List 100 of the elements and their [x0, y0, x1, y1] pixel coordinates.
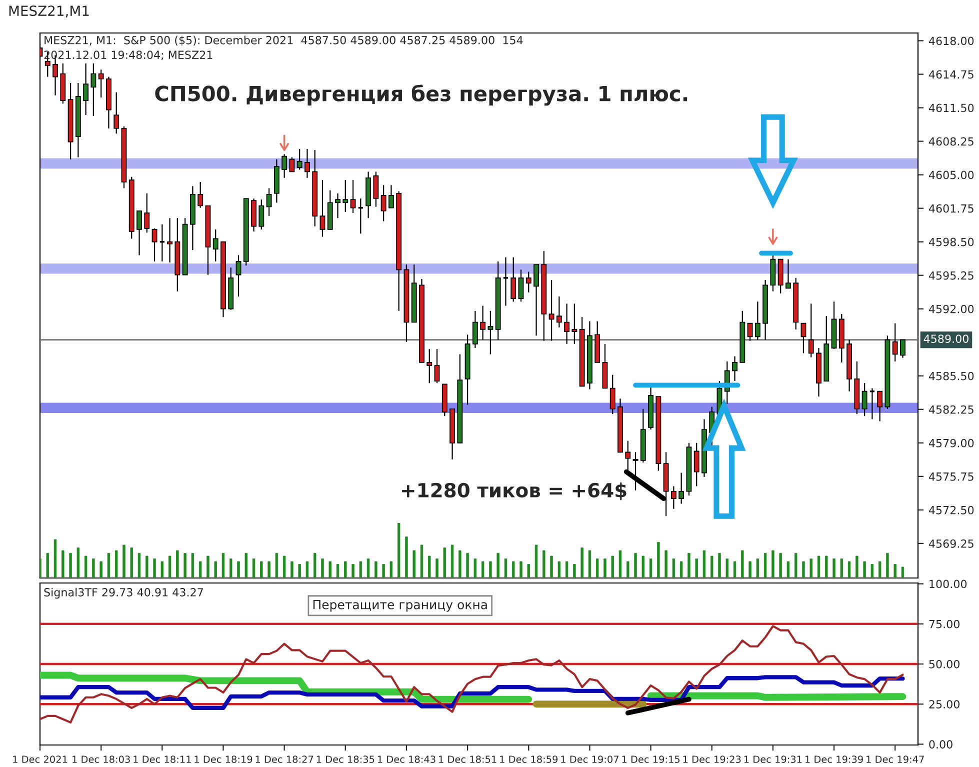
bar — [244, 553, 248, 578]
bar — [321, 558, 324, 578]
bar — [856, 556, 858, 578]
bar — [481, 561, 484, 578]
bar — [764, 553, 767, 578]
bar — [198, 561, 202, 578]
candlestick — [83, 62, 89, 116]
x-tick-label: 1 Dec 18:43 — [378, 756, 436, 763]
bar — [878, 561, 882, 578]
x-tick-label: 1 Dec 19:15 — [622, 756, 680, 763]
bar — [153, 558, 156, 578]
bar — [848, 561, 851, 578]
bar — [794, 553, 798, 578]
y-tick-label: 0.00 — [929, 740, 952, 749]
x-tick-label: 1 Dec 19:39 — [805, 756, 863, 763]
x-tick-label: 1 Dec 18:35 — [316, 756, 374, 763]
bar — [352, 564, 354, 578]
bar — [138, 553, 141, 578]
candlestick — [152, 228, 158, 262]
bar — [565, 561, 568, 578]
bar — [786, 561, 790, 578]
bar — [534, 544, 538, 578]
candlestick — [236, 254, 242, 298]
bar — [382, 564, 385, 578]
bar — [664, 550, 668, 578]
bar — [313, 553, 316, 578]
bar — [275, 553, 278, 578]
y-tick-label: 4608.25 — [928, 137, 974, 146]
bar — [695, 558, 698, 578]
bar — [825, 556, 828, 578]
bar — [54, 539, 57, 578]
candlestick — [526, 271, 532, 293]
bar — [450, 544, 454, 578]
bar — [558, 561, 561, 578]
candlestick — [350, 179, 356, 214]
x-tick-label: 1 Dec 18:51 — [439, 756, 496, 763]
candlestick — [167, 218, 172, 263]
candlestick — [289, 156, 295, 172]
y-tick-label: 4579.00 — [928, 438, 974, 448]
annotation: Перетащите границу окна — [313, 600, 487, 612]
bar — [840, 558, 844, 578]
x-tick-label: 1 Dec 19:07 — [561, 756, 618, 763]
y-tick-label: 4601.75 — [928, 204, 974, 213]
line-series — [40, 675, 905, 710]
y-tick-label: 100.00 — [930, 580, 967, 588]
bar — [405, 536, 408, 578]
x-tick-label: 1 Dec 18:11 — [134, 756, 191, 763]
candlestick — [800, 322, 806, 354]
y-tick-label: 25.00 — [929, 700, 960, 708]
bar — [688, 553, 690, 578]
bar — [374, 561, 378, 578]
bar — [237, 561, 240, 578]
bar — [390, 561, 393, 578]
bar — [512, 561, 515, 578]
y-tick-label: 4598.50 — [928, 238, 974, 246]
bar — [527, 564, 530, 578]
bar — [397, 523, 400, 578]
candlestick — [732, 356, 738, 382]
bar — [76, 548, 80, 578]
bar — [596, 558, 599, 578]
candlestick — [434, 348, 440, 384]
candlestick — [694, 442, 700, 487]
candlestick — [747, 322, 753, 342]
candlestick — [296, 148, 302, 170]
bar — [100, 561, 102, 578]
bar — [268, 561, 270, 578]
bar — [580, 548, 584, 578]
bar — [642, 556, 645, 578]
y-tick-label: 4605.00 — [928, 170, 974, 180]
bar — [260, 561, 263, 578]
candlestick — [342, 179, 348, 212]
bar — [168, 556, 172, 578]
bar — [588, 550, 592, 578]
bar — [474, 558, 477, 578]
candlestick — [862, 382, 868, 417]
bar — [886, 553, 889, 578]
bar — [863, 561, 866, 578]
candlestick — [266, 188, 272, 217]
candlestick — [373, 171, 379, 208]
candlestick — [98, 69, 104, 98]
candlestick — [670, 486, 676, 510]
chart-title: MESZ21,M1 — [9, 6, 89, 18]
bar — [466, 553, 469, 578]
bar — [428, 556, 431, 578]
candlestick — [388, 184, 394, 208]
candlestick — [136, 210, 142, 256]
bar — [282, 556, 286, 578]
bar — [69, 553, 72, 578]
bar — [718, 553, 721, 578]
bar — [618, 550, 622, 578]
bar — [443, 548, 446, 578]
bar — [756, 558, 760, 578]
bar — [336, 564, 340, 578]
bar — [359, 561, 362, 578]
bar — [496, 553, 500, 578]
x-tick-label: 1 Dec 19:47 — [866, 756, 924, 763]
candlestick — [808, 303, 814, 358]
candlestick — [556, 296, 562, 328]
candlestick — [335, 192, 340, 219]
bar — [772, 550, 774, 578]
